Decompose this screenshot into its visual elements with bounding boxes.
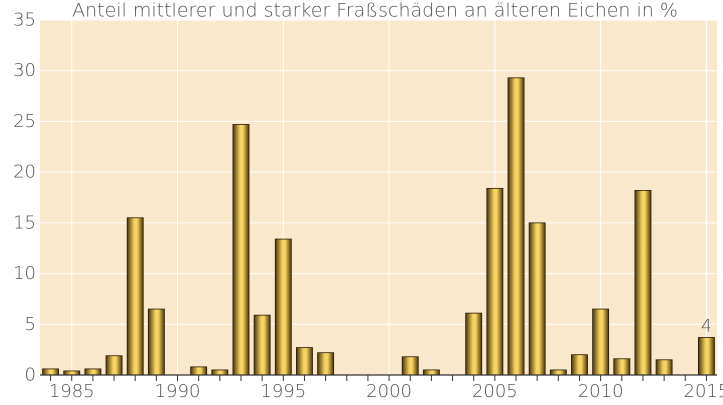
bar-1986 [84, 368, 102, 376]
bar-2012 [634, 189, 652, 376]
x-tick-label: 1995 [260, 381, 306, 402]
bar-1993 [232, 124, 250, 376]
bar-2002 [422, 369, 440, 376]
bar-2001 [401, 356, 419, 376]
x-tick-label: 1985 [49, 381, 95, 402]
y-tick-label: 5 [25, 314, 36, 335]
x-tick-label: 1990 [155, 381, 201, 402]
y-tick-label: 25 [13, 111, 36, 132]
y-tick-label: 30 [13, 60, 36, 81]
bar-2010 [592, 308, 610, 376]
bar-1989 [147, 308, 165, 376]
y-tick-label: 0 [25, 365, 36, 386]
x-tick-label: 2005 [472, 381, 518, 402]
bar-1988 [126, 217, 144, 376]
bar-1992 [211, 369, 229, 376]
bar-2006 [507, 77, 525, 376]
bar-2008 [549, 369, 567, 376]
bar-2007 [528, 222, 546, 376]
bar-2013 [655, 359, 673, 376]
bar-1985 [63, 370, 81, 376]
bar-1995 [274, 238, 292, 376]
y-tick-label: 35 [13, 10, 36, 31]
bar-1997 [317, 352, 335, 376]
bars [42, 77, 715, 376]
bar-2009 [571, 354, 588, 376]
bar-1994 [253, 314, 271, 376]
bar-2004 [465, 312, 483, 376]
tick-labels: 0 5 10 15 20 25 30 35 1985 1990 1995 2000 2005 2010 20… [13, 10, 723, 403]
y-tick-label: 20 [13, 162, 36, 183]
bar-1987 [105, 355, 123, 376]
bar-2005 [486, 187, 504, 376]
chart-title: Anteil mittlerer und starker Fraßschäden… [72, 0, 678, 22]
bar-1996 [296, 347, 313, 376]
x-tick-label: 2000 [366, 381, 412, 402]
bar-2015 [697, 337, 715, 376]
x-tick-label: 2010 [578, 381, 624, 402]
bar-2011 [613, 358, 631, 376]
axes [40, 374, 717, 381]
y-tick-label: 10 [13, 263, 36, 284]
y-tick-label: 15 [13, 212, 36, 233]
data-label: 4 [701, 316, 712, 336]
bar-1984 [42, 368, 60, 376]
x-tick-label: 2015 [684, 381, 723, 402]
bar-1991 [190, 366, 208, 376]
